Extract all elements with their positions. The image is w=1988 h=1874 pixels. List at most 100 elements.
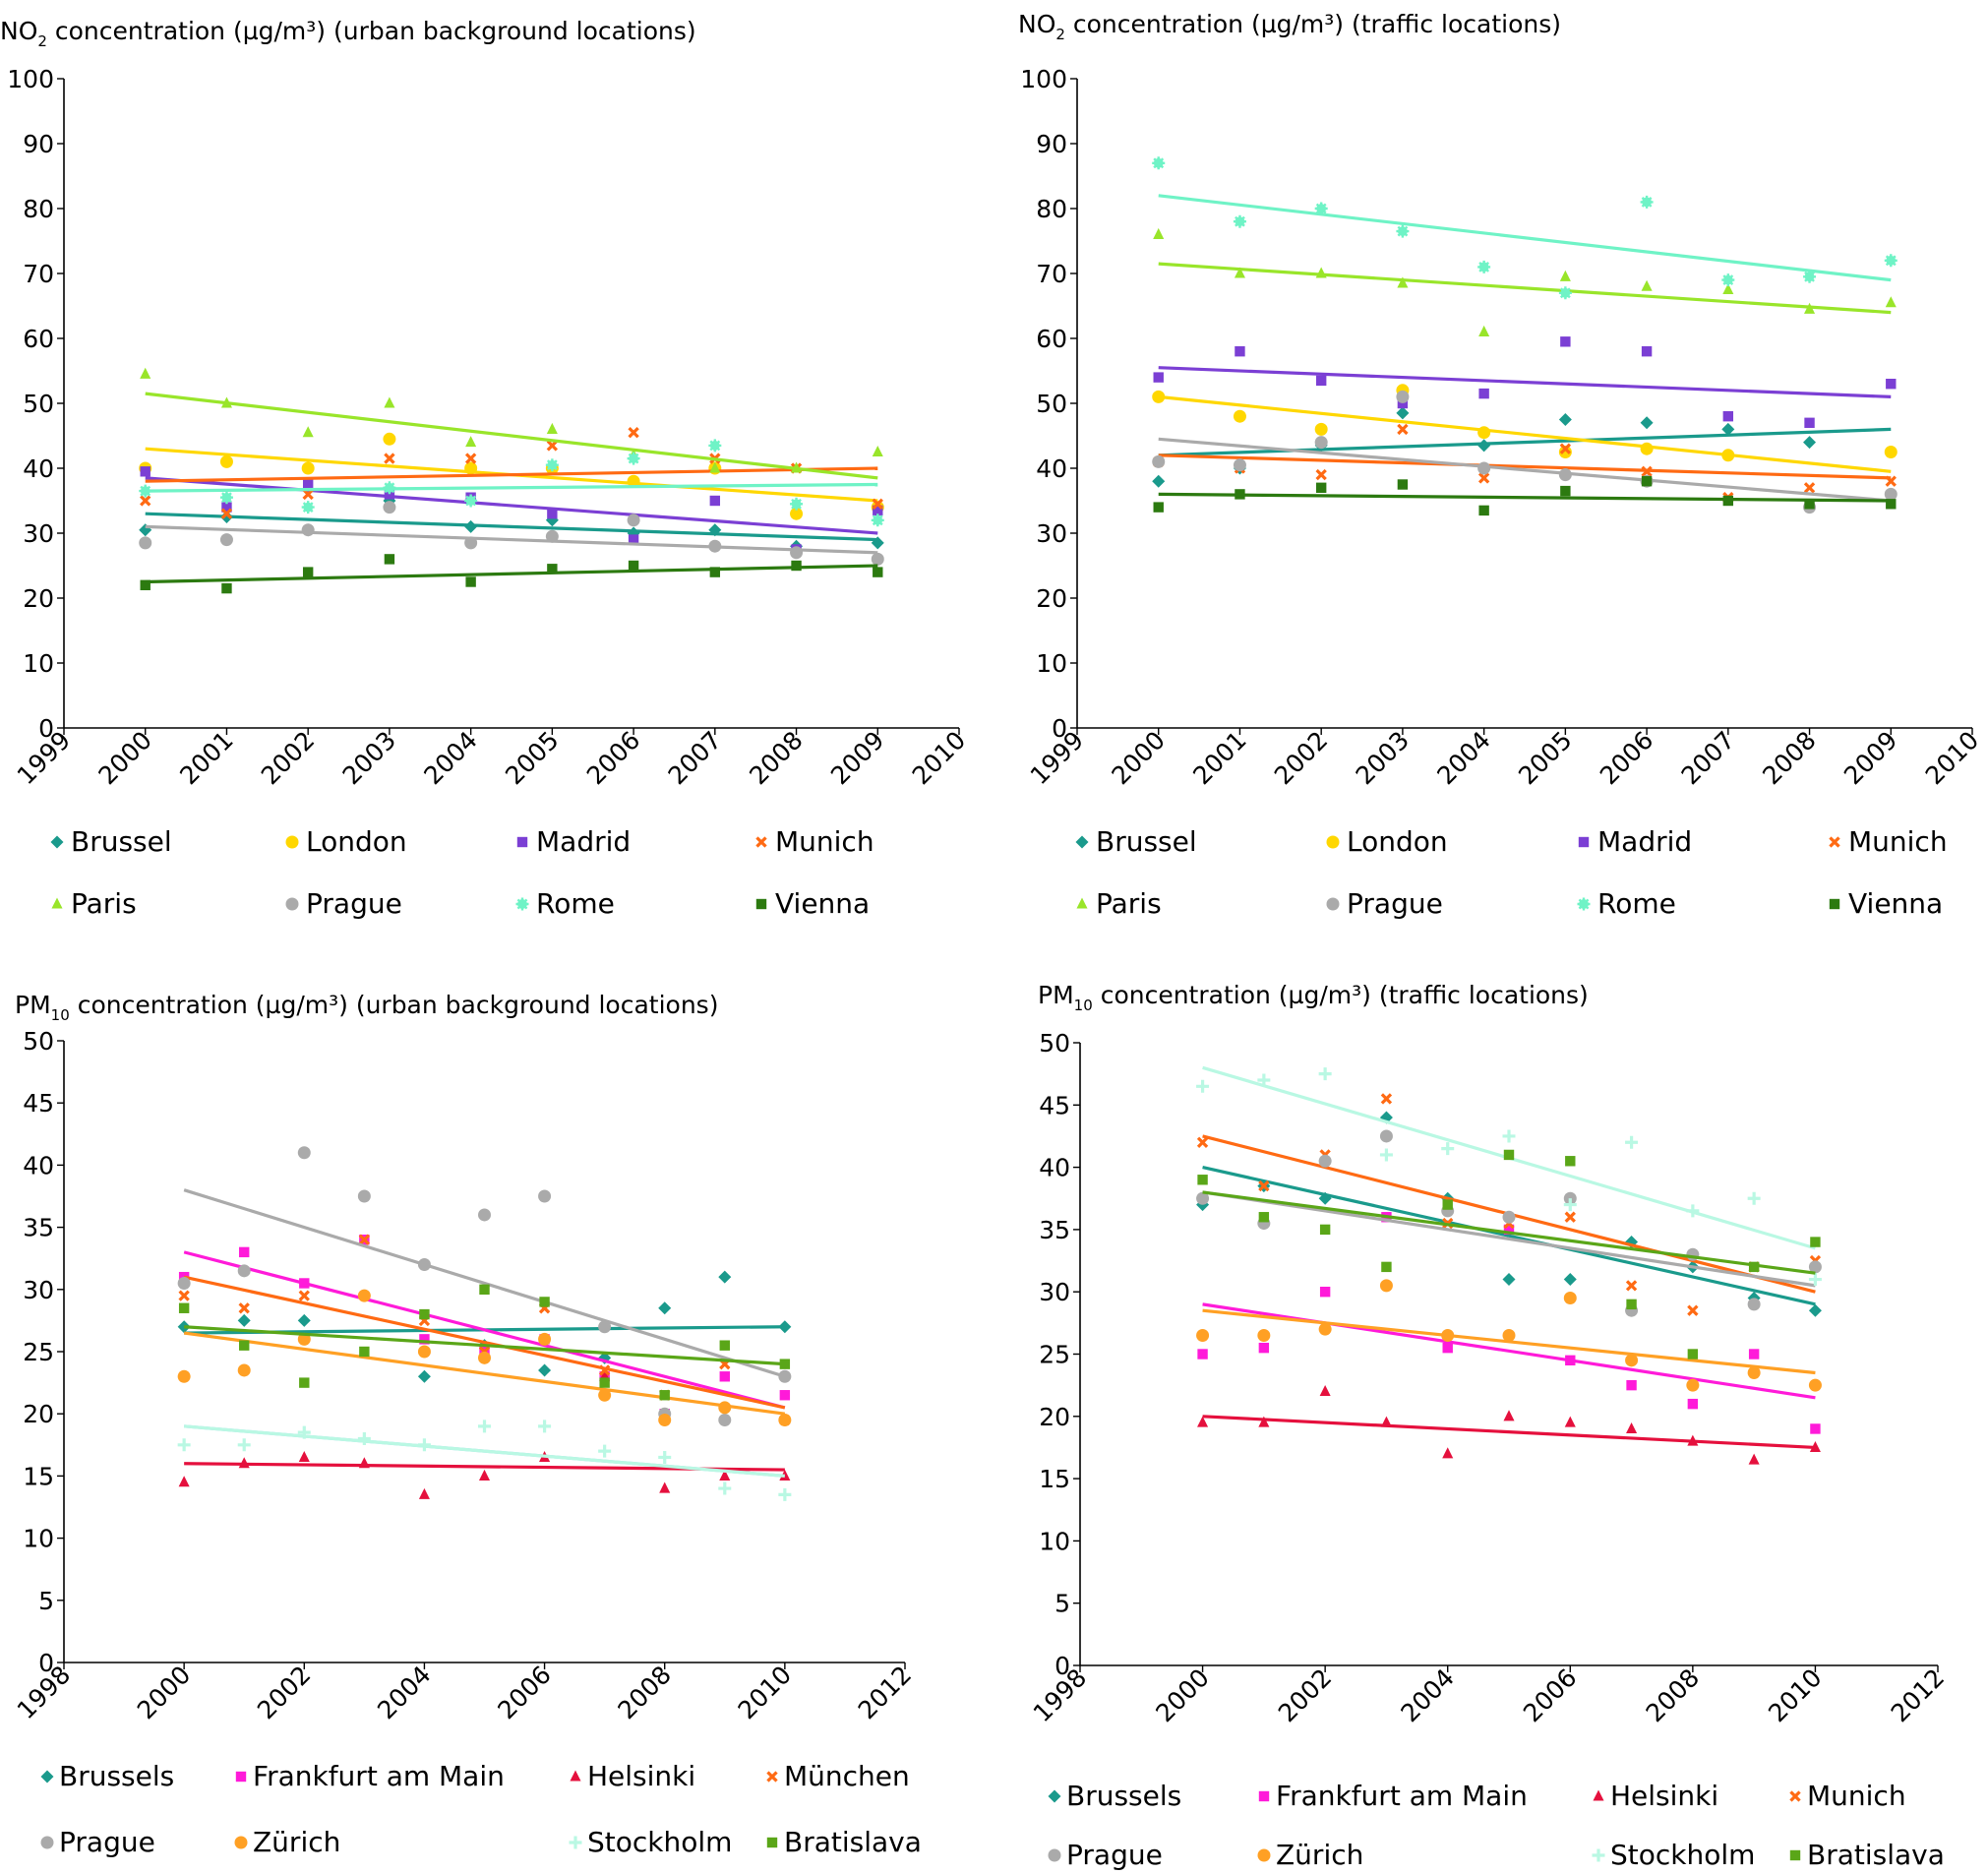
- legend-item-rome: Rome: [515, 887, 615, 920]
- legend-label: Zürich: [1276, 1839, 1363, 1871]
- data-point-madrid: [709, 495, 721, 507]
- chart-no2-traffic: NO2 concentration (µg/m³) (traffic locat…: [1018, 10, 1984, 920]
- data-point-rome: [301, 501, 315, 514]
- data-point-munich: [1315, 468, 1327, 481]
- series-z-rich: [177, 1289, 792, 1427]
- data-point-munich: [1641, 465, 1653, 477]
- data-point-vienna: [221, 582, 232, 594]
- chart-title-main: PM: [1038, 981, 1074, 1009]
- legend-item-m-nchen: München: [766, 1760, 910, 1792]
- legend-label: Munich: [775, 825, 874, 858]
- data-point-rome: [383, 481, 396, 495]
- legend-marker-london: [285, 835, 299, 849]
- data-point-prague: [790, 546, 804, 560]
- chart-title-rest: concentration (µg/m³) (urban background …: [47, 17, 696, 45]
- data-point-m-nchen: [598, 1364, 611, 1376]
- data-point-madrid: [1804, 417, 1815, 428]
- x-tick-label: 2007: [1676, 726, 1740, 790]
- data-point-london: [383, 432, 396, 446]
- y-tick-label: 40: [1039, 1154, 1070, 1182]
- legend-item-helsinki: Helsinki: [570, 1760, 695, 1792]
- data-point-vienna: [1886, 499, 1897, 510]
- legend-marker-brussels: [40, 1770, 54, 1783]
- data-point-prague: [871, 552, 884, 566]
- legend-marker-madrid: [1578, 836, 1590, 848]
- y-tick-label: 5: [1054, 1590, 1070, 1618]
- y-tick-label: 30: [1036, 519, 1067, 548]
- legend-marker-z-rich: [234, 1836, 248, 1849]
- data-point-stockholm: [778, 1487, 792, 1501]
- chart-title: PM10 concentration (µg/m³) (traffic loca…: [1038, 981, 1589, 1014]
- data-point-paris: [546, 422, 558, 434]
- data-point-bratislava: [1258, 1212, 1270, 1223]
- legend-label: Bratislava: [1807, 1839, 1945, 1871]
- legend-marker-frankfurt-am-main: [1258, 1790, 1270, 1802]
- trend-line-munich: [145, 466, 878, 483]
- data-point-helsinki: [719, 1469, 731, 1481]
- data-point-stockholm: [1257, 1073, 1271, 1087]
- data-point-prague: [177, 1276, 191, 1290]
- legend-marker-prague: [40, 1836, 54, 1849]
- legend-label: Rome: [536, 887, 615, 920]
- data-point-prague: [778, 1369, 792, 1383]
- data-point-helsinki: [358, 1457, 370, 1469]
- data-point-rome: [1640, 195, 1654, 209]
- data-point-z-rich: [478, 1351, 491, 1364]
- data-point-z-rich: [177, 1369, 191, 1383]
- chart-pm10-traffic: PM10 concentration (µg/m³) (traffic loca…: [1028, 981, 1950, 1871]
- data-point-z-rich: [1625, 1354, 1639, 1367]
- data-point-madrid: [547, 509, 558, 519]
- data-point-frankfurt-am-main: [779, 1390, 791, 1401]
- data-point-paris: [1478, 325, 1490, 336]
- legend-marker-stockholm: [1592, 1848, 1605, 1862]
- data-point-z-rich: [718, 1401, 732, 1415]
- x-tick-label: 2007: [663, 726, 727, 790]
- data-point-helsinki: [1748, 1453, 1760, 1465]
- legend-item-munich: Munich: [1789, 1780, 1906, 1812]
- y-tick-label: 15: [23, 1462, 54, 1490]
- x-tick-label: 2006: [1518, 1663, 1582, 1727]
- data-point-vienna: [1153, 502, 1164, 513]
- trend-line-prague: [183, 1188, 786, 1378]
- chart-title-rest: concentration (µg/m³) (traffic locations…: [1065, 10, 1561, 38]
- data-point-rome: [871, 514, 884, 527]
- data-point-munich: [220, 508, 233, 519]
- y-tick-label: 0: [1054, 1652, 1070, 1680]
- legend-marker-helsinki: [570, 1770, 581, 1782]
- data-point-z-rich: [1686, 1378, 1700, 1392]
- legend-marker-helsinki: [1593, 1789, 1604, 1801]
- x-tick-label: 2005: [500, 726, 564, 790]
- legend-item-brussel: Brussel: [1075, 825, 1197, 858]
- x-tick-label: 2000: [132, 1661, 196, 1724]
- data-point-helsinki: [1380, 1416, 1392, 1427]
- x-tick-label: 2003: [1351, 726, 1415, 790]
- legend-item-stockholm: Stockholm: [1592, 1839, 1755, 1871]
- data-point-m-nchen: [298, 1290, 310, 1301]
- x-tick-label: 2012: [853, 1661, 917, 1724]
- trend-line-rome: [145, 482, 878, 493]
- data-point-madrid: [1722, 411, 1734, 422]
- chart-title-main: NO: [0, 17, 37, 45]
- trend-line-bratislava: [184, 1325, 785, 1366]
- data-point-helsinki: [1503, 1410, 1515, 1421]
- legend-label: Madrid: [536, 825, 631, 858]
- legend-item-brussels: Brussels: [1048, 1780, 1181, 1812]
- data-point-brussels: [1318, 1191, 1332, 1205]
- legend-marker-stockholm: [569, 1836, 582, 1849]
- trend-line-munich: [1158, 453, 1892, 480]
- y-tick-label: 45: [1039, 1091, 1070, 1119]
- y-tick-label: 50: [1039, 1029, 1070, 1058]
- series-paris: [140, 367, 883, 480]
- data-point-prague: [1379, 1129, 1393, 1143]
- x-tick-label: 2008: [612, 1661, 676, 1724]
- series-brussel: [139, 494, 884, 553]
- data-point-stockholm: [177, 1438, 191, 1452]
- data-point-brussels: [1563, 1273, 1577, 1287]
- data-point-brussels: [538, 1363, 552, 1377]
- legend-item-munich: Munich: [1829, 825, 1948, 858]
- x-tick-label: 2008: [744, 726, 808, 790]
- data-point-munich: [464, 453, 477, 464]
- data-point-munich: [302, 488, 314, 501]
- trend-line-paris: [145, 392, 878, 480]
- legend-item-z-rich: Zürich: [234, 1826, 340, 1858]
